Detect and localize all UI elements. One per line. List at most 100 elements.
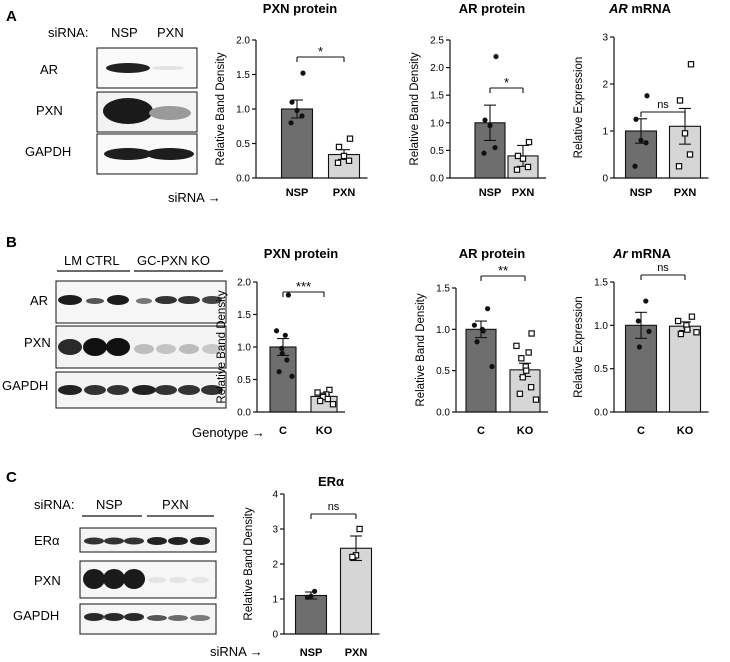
data-point <box>279 350 285 357</box>
data-point <box>492 145 498 151</box>
bar-nsp <box>280 108 314 179</box>
data-point <box>487 122 493 129</box>
blot-c-strip-2 <box>79 560 217 599</box>
chart-title: AR mRNA <box>608 1 672 16</box>
data-point <box>532 396 540 403</box>
chart-a3: AR mRNA Relative Expression 0 1 2 3 NSP PXN ns <box>573 1 709 199</box>
blot-b-label-2: PXN <box>24 335 51 350</box>
category-label: C <box>637 425 645 437</box>
y-tick-label: 0.5 <box>430 146 444 157</box>
category-label: C <box>477 425 485 437</box>
blot-c-header: siRNA: <box>34 497 74 512</box>
category-label: KO <box>677 425 694 437</box>
category-label: NSP <box>630 187 653 199</box>
blot-c-label-2: PXN <box>34 573 61 588</box>
category-label: NSP <box>286 187 309 199</box>
blot-c-strip-1 <box>79 527 217 553</box>
y-axis-label: Relative Expression <box>573 57 585 159</box>
data-point <box>289 99 295 105</box>
data-point <box>289 373 295 379</box>
blot-c-group-1: NSP <box>96 497 123 512</box>
blot-c-label-3: GAPDH <box>13 608 59 623</box>
y-tick-label: 0.5 <box>436 366 450 377</box>
bar-c <box>269 346 297 413</box>
data-point <box>299 113 305 119</box>
blot-b-group-2: GC-PXN KO <box>137 253 210 268</box>
y-tick-label: 1.5 <box>594 278 608 289</box>
data-point <box>686 151 694 158</box>
data-point <box>284 357 290 363</box>
data-point <box>312 588 318 594</box>
chart-a1: PXN protein Relative Band Density 0.0 0.5 1.… <box>215 1 368 199</box>
chart-c1: ERα Relative Band Density 0 1 2 3 4 NSP PXN ns <box>243 474 380 659</box>
x-caption-a: siRNA → <box>168 190 221 205</box>
data-point <box>513 342 520 350</box>
data-point <box>516 390 524 398</box>
data-point <box>674 317 682 325</box>
significance-label: ns <box>657 262 669 274</box>
data-point <box>314 389 321 396</box>
data-point <box>632 163 638 169</box>
blot-a-label-2: PXN <box>36 103 63 118</box>
data-point <box>474 339 480 345</box>
blot-b-strip-2 <box>55 325 227 369</box>
data-point <box>335 143 343 151</box>
blot-a-strip-3 <box>96 133 198 175</box>
x-caption-c: siRNA → <box>210 644 263 659</box>
data-point <box>525 138 533 146</box>
data-point <box>525 349 532 356</box>
blot-c-group-2: PXN <box>162 497 189 512</box>
data-point <box>316 397 324 405</box>
x-caption-b: Genotype → <box>192 425 265 440</box>
y-tick-label: 0.5 <box>594 364 608 375</box>
data-point <box>346 135 354 142</box>
data-point <box>684 326 691 333</box>
data-point <box>300 70 306 76</box>
y-tick-label: 1.5 <box>436 284 450 295</box>
y-tick-label: 3 <box>272 525 278 536</box>
data-point <box>324 395 332 403</box>
y-tick-label: 1.0 <box>236 105 250 116</box>
chart-b2: AR protein Relative Band Density 0.0 0.5 1.0… <box>415 246 548 437</box>
bar-c <box>465 328 497 413</box>
data-point <box>329 401 337 408</box>
chart-title: AR protein <box>459 1 526 16</box>
data-point <box>273 328 280 334</box>
y-tick-label: 0.0 <box>594 408 608 419</box>
y-tick-label: 2.0 <box>237 278 251 289</box>
data-point <box>480 328 486 334</box>
chart-title: Ar mRNA <box>612 246 671 261</box>
data-point <box>489 363 495 370</box>
data-point <box>687 61 695 68</box>
data-point <box>524 163 532 171</box>
y-axis-label: Relative Band Density <box>215 52 227 165</box>
chart-title: AR protein <box>459 246 526 261</box>
y-tick-label: 1.0 <box>237 343 251 354</box>
y-tick-label: 1.0 <box>430 118 444 129</box>
data-point <box>528 330 535 337</box>
panel-letter-b: B <box>6 234 17 251</box>
y-tick-label: 0.5 <box>237 375 251 386</box>
blot-a-strip-1 <box>96 47 198 89</box>
data-point <box>523 367 530 374</box>
blot-a-header: siRNA: <box>48 25 88 40</box>
chart-title: ERα <box>318 474 344 489</box>
data-point <box>345 157 353 164</box>
blot-b-group-1: LM CTRL <box>64 253 120 268</box>
y-axis-label: Relative Band Density <box>216 290 228 403</box>
y-tick-label: 1.5 <box>236 70 250 81</box>
y-axis-label: Relative Band Density <box>415 293 427 406</box>
data-point <box>643 298 649 304</box>
blot-a-label-3: GAPDH <box>25 144 71 159</box>
category-label: C <box>279 425 287 437</box>
significance-label: * <box>318 44 323 59</box>
data-point <box>677 330 685 338</box>
y-tick-label: 2.0 <box>430 63 444 74</box>
blot-b-strip-1 <box>55 280 227 324</box>
data-point <box>482 117 488 123</box>
chart-a2: AR protein Relative Band Density 0.0 0.5 1.0… <box>409 1 546 199</box>
chart-title: PXN protein <box>263 1 337 16</box>
y-tick-label: 0.5 <box>236 139 250 150</box>
data-point <box>527 384 535 391</box>
y-tick-label: 0 <box>272 630 278 641</box>
